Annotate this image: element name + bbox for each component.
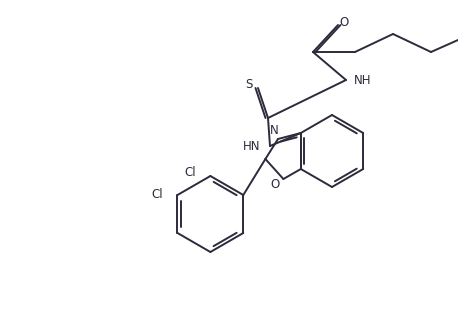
Text: Cl: Cl [152,189,164,202]
Text: O: O [339,15,349,28]
Text: Cl: Cl [185,166,196,179]
Text: HN: HN [242,139,260,153]
Text: S: S [245,78,253,92]
Text: NH: NH [354,74,371,87]
Text: O: O [271,179,280,191]
Text: N: N [270,124,278,137]
